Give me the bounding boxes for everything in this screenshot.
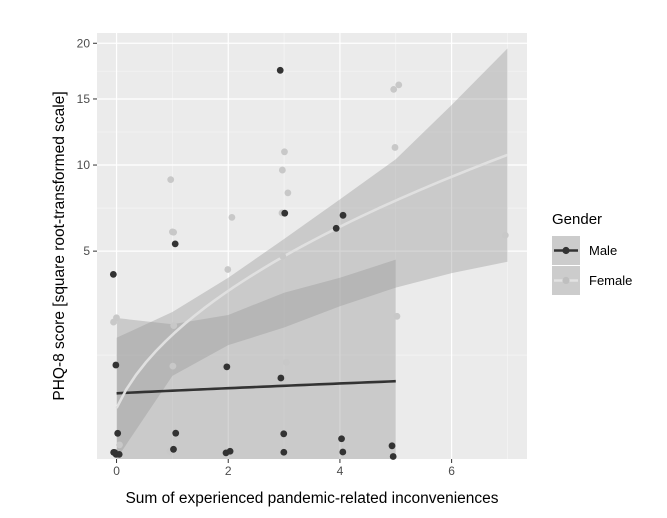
legend-title: Gender: [552, 211, 602, 228]
data-point-female: [170, 322, 178, 330]
data-point-male: [112, 361, 120, 369]
minor-gridlines: [97, 33, 527, 459]
legend-key-female-point: [562, 276, 570, 285]
y-tick-label: 10: [77, 158, 91, 172]
data-point-male: [281, 209, 289, 217]
data-point-female: [116, 441, 123, 449]
data-point-male: [280, 430, 288, 438]
data-point-male: [223, 363, 231, 371]
data-point-male: [339, 448, 347, 456]
x-tick-label: 6: [448, 464, 455, 478]
data-point-female: [110, 318, 117, 326]
x-axis-label: Sum of experienced pandemic-related inco…: [125, 490, 498, 507]
data-point-female: [167, 176, 175, 183]
data-point-male: [110, 449, 118, 456]
data-point-male: [276, 66, 284, 74]
confidence-band-male: [116, 259, 396, 459]
data-point-female: [279, 252, 287, 260]
data-points: [109, 66, 509, 460]
x-axis-ticks: 0 2 4 6: [113, 459, 455, 478]
confidence-band-female: [116, 48, 508, 460]
x-tick-label: 0: [113, 464, 120, 478]
data-point-male: [388, 442, 396, 450]
x-tick-label: 4: [337, 464, 344, 478]
data-point-male: [332, 224, 340, 232]
data-point-male: [114, 429, 122, 437]
data-point-male: [109, 270, 117, 278]
data-point-male: [389, 453, 397, 460]
data-point-male: [339, 211, 347, 219]
data-point-female: [278, 166, 286, 174]
data-point-female: [390, 85, 398, 93]
legend-label-male: Male: [589, 243, 617, 258]
data-point-female: [169, 362, 177, 370]
confidence-bands: [116, 48, 508, 460]
data-point-male: [226, 447, 234, 455]
data-point-female: [282, 358, 290, 366]
data-point-female: [224, 266, 232, 273]
data-point-male: [170, 445, 177, 453]
y-tick-label: 20: [77, 36, 91, 50]
data-point-female: [395, 81, 403, 89]
data-point-male: [171, 240, 179, 248]
plot-panel: [97, 33, 527, 459]
legend: Gender Male Female: [552, 211, 632, 295]
y-axis-ticks: 5 10 15 20: [77, 36, 97, 258]
data-point-male: [338, 435, 345, 443]
legend-label-female: Female: [589, 273, 632, 288]
regression-line-female: [115, 153, 508, 409]
data-point-female: [281, 148, 288, 156]
regression-lines: [115, 153, 508, 409]
x-tick-label: 2: [225, 464, 232, 478]
data-point-male: [277, 374, 285, 382]
y-axis-label: PHQ-8 score [square root-transformed sca…: [51, 91, 68, 400]
regression-line-male: [116, 379, 396, 395]
data-point-female: [391, 144, 399, 151]
y-tick-label: 15: [77, 92, 91, 106]
data-point-female: [501, 231, 509, 239]
data-point-male: [280, 448, 288, 456]
legend-key-male-point: [562, 246, 570, 255]
data-point-female: [228, 214, 236, 221]
y-tick-label: 5: [83, 244, 90, 258]
data-point-male: [172, 429, 180, 437]
data-point-female: [168, 228, 176, 236]
data-point-female: [284, 189, 292, 197]
data-point-female: [393, 312, 401, 320]
